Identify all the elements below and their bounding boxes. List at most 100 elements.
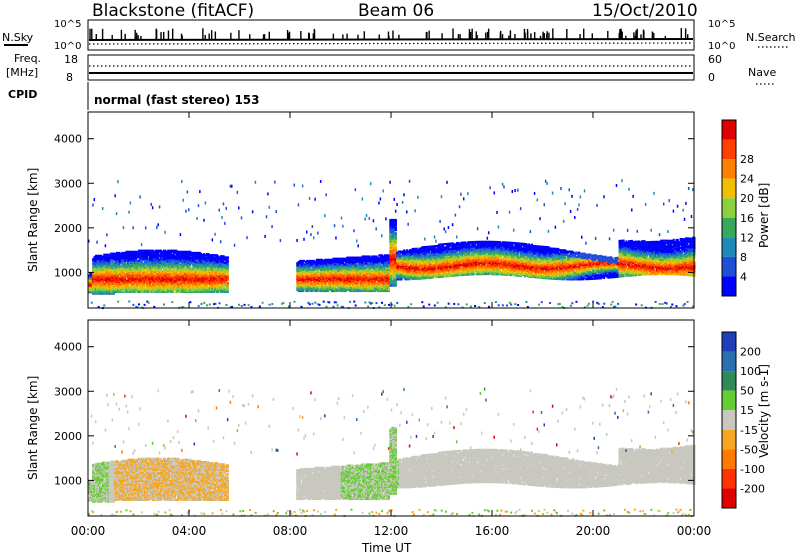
scatter-cell (96, 282, 99, 285)
scatter-cell (103, 274, 106, 277)
scatter-cell (90, 285, 93, 288)
scatter-cell (119, 276, 122, 279)
scatter-cell (107, 274, 110, 277)
scatter-cell (162, 303, 165, 306)
scatter-cell (107, 279, 110, 282)
scatter-cell (125, 264, 128, 267)
scatter-cell (237, 303, 240, 306)
scatter-cell (117, 286, 120, 289)
scatter-cell (126, 259, 129, 262)
scatter-cell (106, 269, 109, 272)
scatter-cell (117, 283, 120, 286)
scatter-cell (226, 281, 229, 285)
scatter-cell (89, 282, 92, 285)
scatter-cell (88, 284, 90, 287)
scatter-cell (107, 253, 110, 256)
scatter-cell (199, 190, 201, 194)
scatter-cell (104, 253, 107, 256)
scatter-cell (110, 278, 113, 281)
scatter-cell (111, 267, 114, 270)
scatter-cell (150, 202, 152, 206)
scatter-cell (96, 278, 99, 281)
scatter-cell (112, 292, 115, 295)
scatter-cell (96, 263, 99, 266)
scatter-cell (104, 270, 107, 273)
scatter-cell (115, 285, 118, 288)
scatter-cell (92, 275, 95, 279)
scatter-cell (122, 274, 125, 277)
scatter-cell (96, 258, 99, 261)
scatter-cell (94, 265, 97, 269)
scatter-cell (254, 180, 257, 184)
scatter-cell (88, 276, 90, 279)
scatter-cell (121, 267, 124, 270)
scatter-cell (94, 274, 97, 277)
scatter-cell (143, 303, 146, 306)
scatter-cell (110, 279, 113, 282)
scatter-cell (265, 215, 268, 219)
scatter-cell (89, 285, 92, 288)
scatter-cell (101, 292, 104, 295)
scatter-cell (111, 289, 114, 292)
scatter-cell (119, 252, 122, 256)
scatter-cell (104, 267, 107, 270)
scatter-cell (317, 231, 319, 235)
scatter-cell (112, 253, 115, 256)
scatter-cell (115, 256, 118, 259)
scatter-cell (92, 290, 95, 293)
scatter-cell (118, 264, 121, 267)
scatter-cell (356, 239, 358, 243)
scatter-cell (106, 289, 109, 292)
scatter-cell (121, 276, 124, 279)
scatter-cell (144, 226, 147, 230)
scatter-cell (100, 262, 103, 265)
scatter-cell (96, 254, 99, 257)
scatter-cell (126, 277, 129, 280)
scatter-cell (92, 264, 95, 267)
scatter-cell (115, 255, 118, 258)
scatter-cell (100, 287, 103, 290)
scatter-cell (114, 265, 117, 268)
scatter-cell (125, 254, 128, 257)
scatter-cell (258, 305, 261, 308)
scatter-cell (89, 286, 92, 289)
scatter-cell (121, 268, 124, 271)
scatter-cell (117, 269, 120, 272)
scatter-cell (121, 261, 124, 265)
scatter-cell (97, 256, 100, 260)
scatter-cell (104, 256, 107, 260)
scatter-cell (200, 302, 203, 305)
scatter-cell (101, 281, 104, 284)
scatter-cell (101, 207, 104, 211)
scatter-cell (101, 283, 104, 286)
scatter-cell (118, 258, 121, 261)
scatter-cell (124, 268, 127, 271)
scatter-cell (121, 274, 124, 277)
scatter-cell (125, 269, 128, 272)
scatter-cell (108, 268, 111, 271)
scatter-cell (324, 214, 326, 218)
scatter-cell (92, 258, 95, 261)
scatter-cell (107, 267, 110, 270)
scatter-cell (94, 263, 97, 266)
scatter-cell (96, 269, 99, 272)
scatter-cell (108, 281, 111, 284)
scatter-cell (114, 269, 117, 272)
scatter-cell (231, 184, 233, 188)
scatter-cell (97, 279, 100, 282)
scatter-cell (93, 274, 96, 277)
scatter-cell (126, 287, 129, 290)
scatter-cell (101, 280, 104, 283)
scatter-cell (92, 291, 95, 294)
scatter-cell (121, 289, 124, 292)
scatter-cell (92, 282, 95, 285)
scatter-cell (129, 201, 132, 205)
scatter-cell (197, 204, 200, 208)
scatter-cell (104, 262, 107, 265)
scatter-cell (107, 258, 110, 261)
scatter-cell (93, 260, 96, 263)
scatter-cell (100, 265, 103, 269)
scatter-cell (104, 260, 107, 263)
scatter-cell (88, 289, 90, 292)
scatter-cell (118, 288, 121, 291)
